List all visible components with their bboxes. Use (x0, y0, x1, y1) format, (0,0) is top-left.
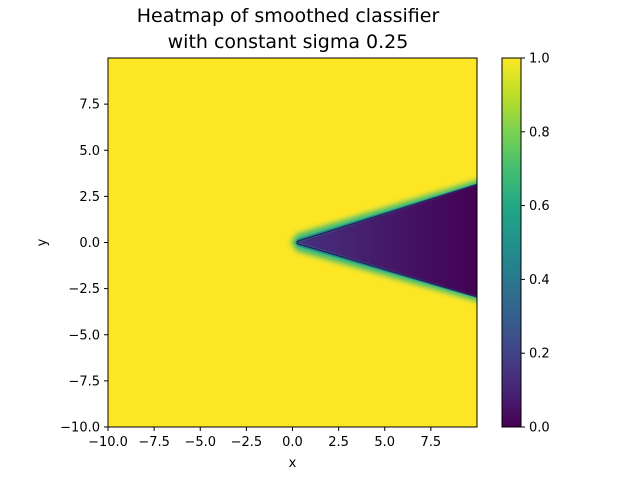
y-axis-label: y (35, 238, 50, 246)
colorbar-gradient (501, 57, 522, 428)
y-tick-label: −2.5 (68, 282, 100, 297)
x-tick-label: 5.0 (374, 435, 395, 450)
colorbar-tick-label: 1.0 (529, 52, 550, 67)
x-axis-ticks: −10.0 −7.5 −5.0 −2.5 0.0 2.5 5.0 7.5 (88, 427, 441, 450)
x-tick-label: 2.5 (328, 435, 349, 450)
x-tick-label: −7.5 (138, 435, 170, 450)
x-tick-label: 0.0 (282, 435, 303, 450)
colorbar-tick-label: 0.4 (529, 273, 550, 288)
y-tick-label: 0.0 (79, 236, 100, 251)
colorbar-tick-label: 0.6 (529, 199, 550, 214)
y-tick-label: 5.0 (79, 144, 100, 159)
x-tick-label: −10.0 (88, 435, 128, 450)
y-tick-label: 2.5 (79, 190, 100, 205)
decision-contour (296, 183, 477, 298)
colorbar-tick-label: 0.0 (529, 421, 550, 436)
x-tick-label: 7.5 (421, 435, 442, 450)
plot-area (108, 58, 477, 427)
x-tick-label: −5.0 (184, 435, 216, 450)
colorbar-tick-label: 0.8 (529, 125, 550, 140)
y-tick-label: −5.0 (68, 328, 100, 343)
colorbar: 0.0 0.2 0.4 0.6 0.8 1.0 (501, 52, 550, 436)
chart-title-line-2: with constant sigma 0.25 (167, 31, 409, 53)
y-tick-label: −10.0 (60, 421, 100, 436)
colorbar-ticks: 0.0 0.2 0.4 0.6 0.8 1.0 (521, 52, 550, 436)
x-tick-label: −2.5 (231, 435, 263, 450)
colorbar-tick-label: 0.2 (529, 347, 550, 362)
x-axis-label: x (289, 456, 297, 471)
y-axis-ticks: −10.0 −7.5 −5.0 −2.5 0.0 2.5 5.0 7.5 (60, 98, 108, 436)
y-tick-label: −7.5 (68, 374, 100, 389)
low-value-region (298, 185, 477, 297)
y-tick-label: 7.5 (79, 98, 100, 113)
chart-title-line-1: Heatmap of smoothed classifier (136, 5, 440, 27)
